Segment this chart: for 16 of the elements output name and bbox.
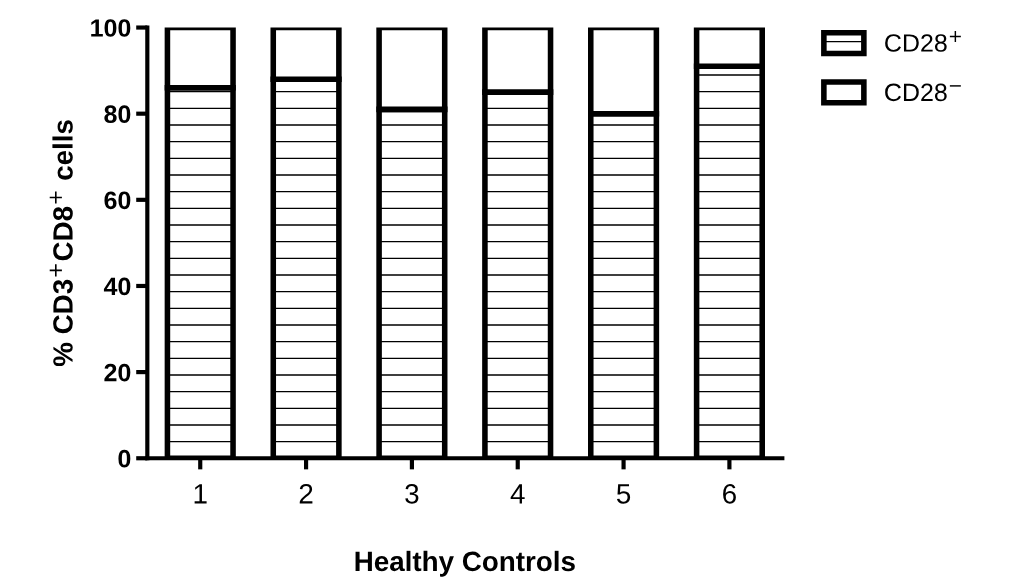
legend-label: CD28$^{+}$ <box>885 31 961 52</box>
y-tick-label: 40 <box>103 277 131 296</box>
x-tick-label: 1 <box>194 484 207 504</box>
y-axis-title: % CD3$^{+}$CD8$^{+}$ cells <box>49 120 73 367</box>
y-tick-label: 20 <box>104 363 131 382</box>
y-tick-label: 0 <box>118 449 131 468</box>
y-tick-label: 100 <box>91 19 131 37</box>
y-tick-label: 80 <box>104 105 131 123</box>
x-tick-label: 2 <box>299 483 313 504</box>
x-tick-label: 4 <box>510 484 525 504</box>
x-tick-label: 5 <box>616 484 631 504</box>
x-axis-title: Healthy Controls <box>355 550 575 577</box>
legend-label: CD28$^{−}$ <box>885 83 961 102</box>
y-tick-label: 60 <box>104 191 131 210</box>
x-tick-label: 3 <box>405 483 419 504</box>
x-tick-label: 6 <box>723 483 736 504</box>
